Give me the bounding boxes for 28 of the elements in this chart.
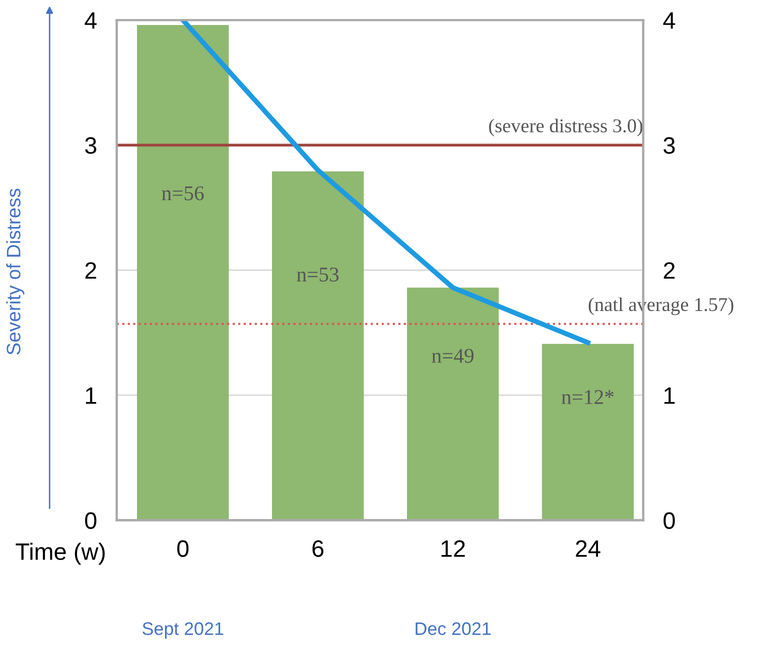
annotation: n=12* [562,390,614,404]
annotation: n=56 [162,186,204,200]
y2-tick-label: 3 [664,137,675,154]
x-tick-label: 24 [576,540,600,557]
y2-tick-label: 1 [664,387,675,404]
bar [272,171,364,520]
x-axis-title: Time (w) [16,542,105,565]
x-tick-label: 12 [442,540,465,557]
y-tick-label: 3 [85,137,96,154]
y2-tick-label: 0 [664,512,675,529]
text: Dec 2021 [416,622,491,636]
y-tick-label: 4 [84,12,97,29]
ref-line-label: (severe distress 3.0) [489,118,642,136]
y-tick-label: 2 [85,262,96,279]
annotation: n=49 [432,348,474,363]
y-tick-label: 1 [86,387,96,404]
y2-tick-label: 4 [663,12,676,29]
y-tick-label: 0 [85,512,96,529]
y-axis-title: Severity of Distress [6,188,24,355]
x-tick-label: 6 [312,540,324,557]
text: Sept 2021 [142,622,224,639]
bar [542,344,634,520]
x-tick-label: 0 [177,540,189,557]
bar [406,288,499,520]
ref-line-label: (natl average 1.57) [588,297,734,316]
y2-tick-label: 2 [664,262,675,279]
bar [136,25,229,520]
annotation: n=53 [296,268,339,282]
